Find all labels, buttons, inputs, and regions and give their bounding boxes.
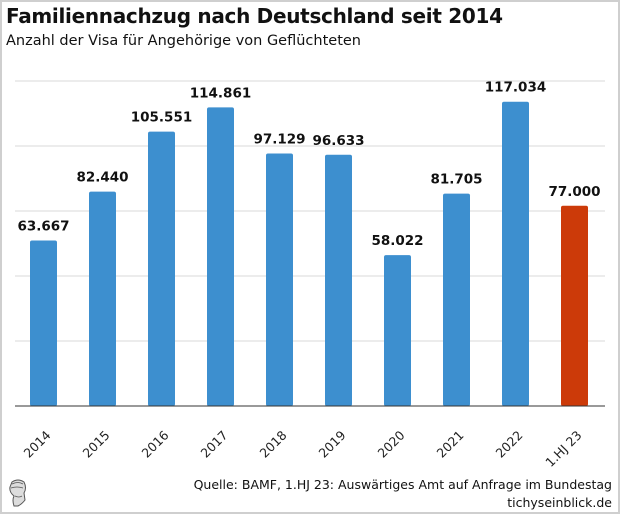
source-text: Quelle: BAMF, 1.HJ 23: Auswärtiges Amt a… [193,477,612,492]
bar-2018 [266,153,293,406]
data-label: 117.034 [485,80,547,96]
x-tick-label: 2020 [375,427,408,460]
source-note: Quelle: BAMF, 1.HJ 23: Auswärtiges Amt a… [194,476,612,512]
chart-subtitle: Anzahl der Visa für Angehörige von Geflü… [6,33,361,49]
site-text: tichyseinblick.de [507,495,612,510]
x-tick-label: 2015 [80,428,113,461]
bar-2020 [384,255,411,406]
tichy-logo-icon [9,479,26,507]
data-label: 96.633 [312,133,364,149]
data-label: 63.667 [17,218,69,234]
x-tick-label: 2019 [316,427,349,460]
bar-2016 [148,131,175,407]
bar-2014 [30,240,57,406]
data-label: 58.022 [371,233,423,249]
x-tick-label: 1.HJ 23 [542,428,584,470]
data-label: 82.440 [76,170,128,186]
data-label: 77.000 [548,184,600,200]
x-tick-label: 2018 [257,427,290,460]
bar-2021 [443,193,470,406]
bar-1.HJ 23 [561,205,588,406]
data-label: 105.551 [131,110,193,126]
x-tick-label: 2016 [139,427,172,460]
data-label: 114.861 [190,85,252,101]
bar-2022 [502,101,529,406]
data-label: 81.705 [430,172,482,188]
x-tick-label: 2017 [198,428,231,461]
x-tick-label: 2014 [21,427,54,460]
bar-2019 [325,154,352,406]
chart-title: Familiennachzug nach Deutschland seit 20… [6,4,503,28]
x-tick-label: 2022 [493,428,526,461]
data-label: 97.129 [253,131,305,147]
x-tick-label: 2021 [434,428,467,461]
bar-2017 [207,107,234,407]
bar-2015 [89,191,116,406]
